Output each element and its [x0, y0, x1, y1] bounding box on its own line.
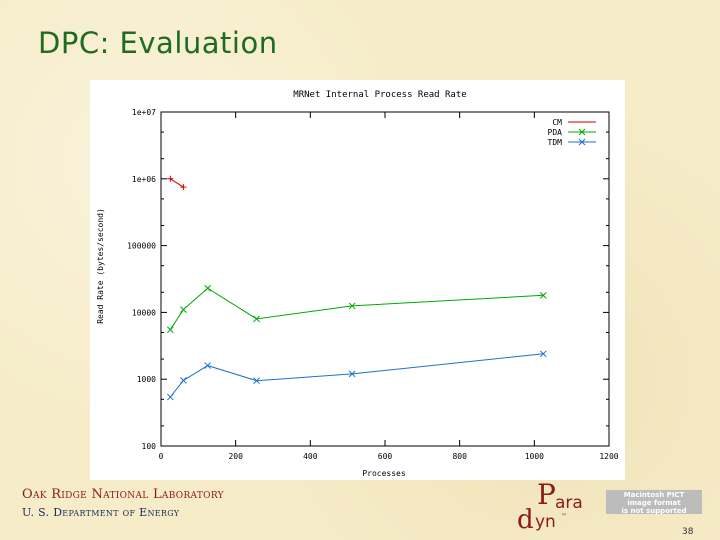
legend-label-tdm: TDM [548, 138, 563, 147]
data-point-tdm [180, 377, 187, 384]
plot-frame [160, 111, 610, 447]
pict-unsupported-placeholder: Macintosh PICT image format is not suppo… [606, 490, 702, 515]
data-point-pda [180, 306, 187, 313]
legend-label-cm: CM [552, 118, 562, 127]
chart-title: MRNet Internal Process Read Rate [293, 90, 466, 100]
data-point-pda [204, 284, 212, 292]
data-point-tdm [539, 350, 547, 358]
x-tick-label: 200 [228, 452, 243, 461]
data-point-pda [348, 302, 356, 310]
logo-letter-d: d [517, 505, 534, 534]
pict-line-2: image format [627, 499, 681, 507]
data-point-tdm [253, 377, 260, 385]
logo-text-bottom: yn [535, 512, 556, 532]
data-point-cm [167, 175, 174, 182]
legend-marker-pda [578, 128, 586, 136]
y-tick-label: 1000 [137, 375, 156, 384]
x-tick-label: 400 [303, 452, 318, 461]
data-point-tdm [348, 370, 356, 378]
chart-container: MRNet Internal Process Read Rate Read Ra… [90, 80, 625, 480]
series-line-pda [169, 287, 544, 330]
series-line-cm [170, 178, 184, 188]
y-tick-label: 1e+07 [132, 108, 156, 117]
series-line-tdm [169, 353, 544, 398]
y-axis-label: Read Rate (bytes/second) [96, 208, 105, 324]
paradyn-logo: P ara d yn ™ [517, 478, 583, 534]
data-point-pda [166, 326, 174, 334]
page-number: 38 [682, 527, 694, 537]
logo-text-top: ara [555, 493, 583, 513]
pict-line-3: is not supported [621, 507, 687, 515]
data-point-tdm [204, 362, 212, 369]
data-point-cm [180, 184, 187, 191]
x-tick-label: 800 [452, 452, 467, 461]
legend-marker-tdm [578, 138, 586, 146]
data-point-pda [253, 315, 260, 323]
x-tick-label: 0 [159, 452, 164, 461]
data-point-pda [539, 291, 547, 299]
slide-title: DPC: Evaluation [38, 26, 278, 60]
x-axis-label: Processes [362, 469, 406, 478]
footer-doe-name: U. S. Department of Energy [22, 506, 180, 519]
footer-lab-name: Oak Ridge National Laboratory [22, 487, 224, 502]
legend-label-pda: PDA [548, 128, 563, 137]
y-tick-label: 100000 [127, 242, 156, 251]
y-tick-label: 10000 [132, 308, 156, 317]
x-tick-label: 1200 [599, 452, 618, 461]
logo-letter-p: P [537, 478, 556, 511]
logo-trademark: ™ [561, 513, 567, 520]
x-tick-label: 600 [378, 452, 393, 461]
pict-line-1: Macintosh PICT [623, 491, 685, 499]
x-tick-label: 1000 [525, 452, 544, 461]
y-tick-label: 1e+06 [132, 175, 156, 184]
read-rate-chart: MRNet Internal Process Read Rate Read Ra… [96, 90, 619, 478]
y-tick-label: 100 [142, 442, 157, 451]
data-point-tdm [166, 393, 174, 401]
